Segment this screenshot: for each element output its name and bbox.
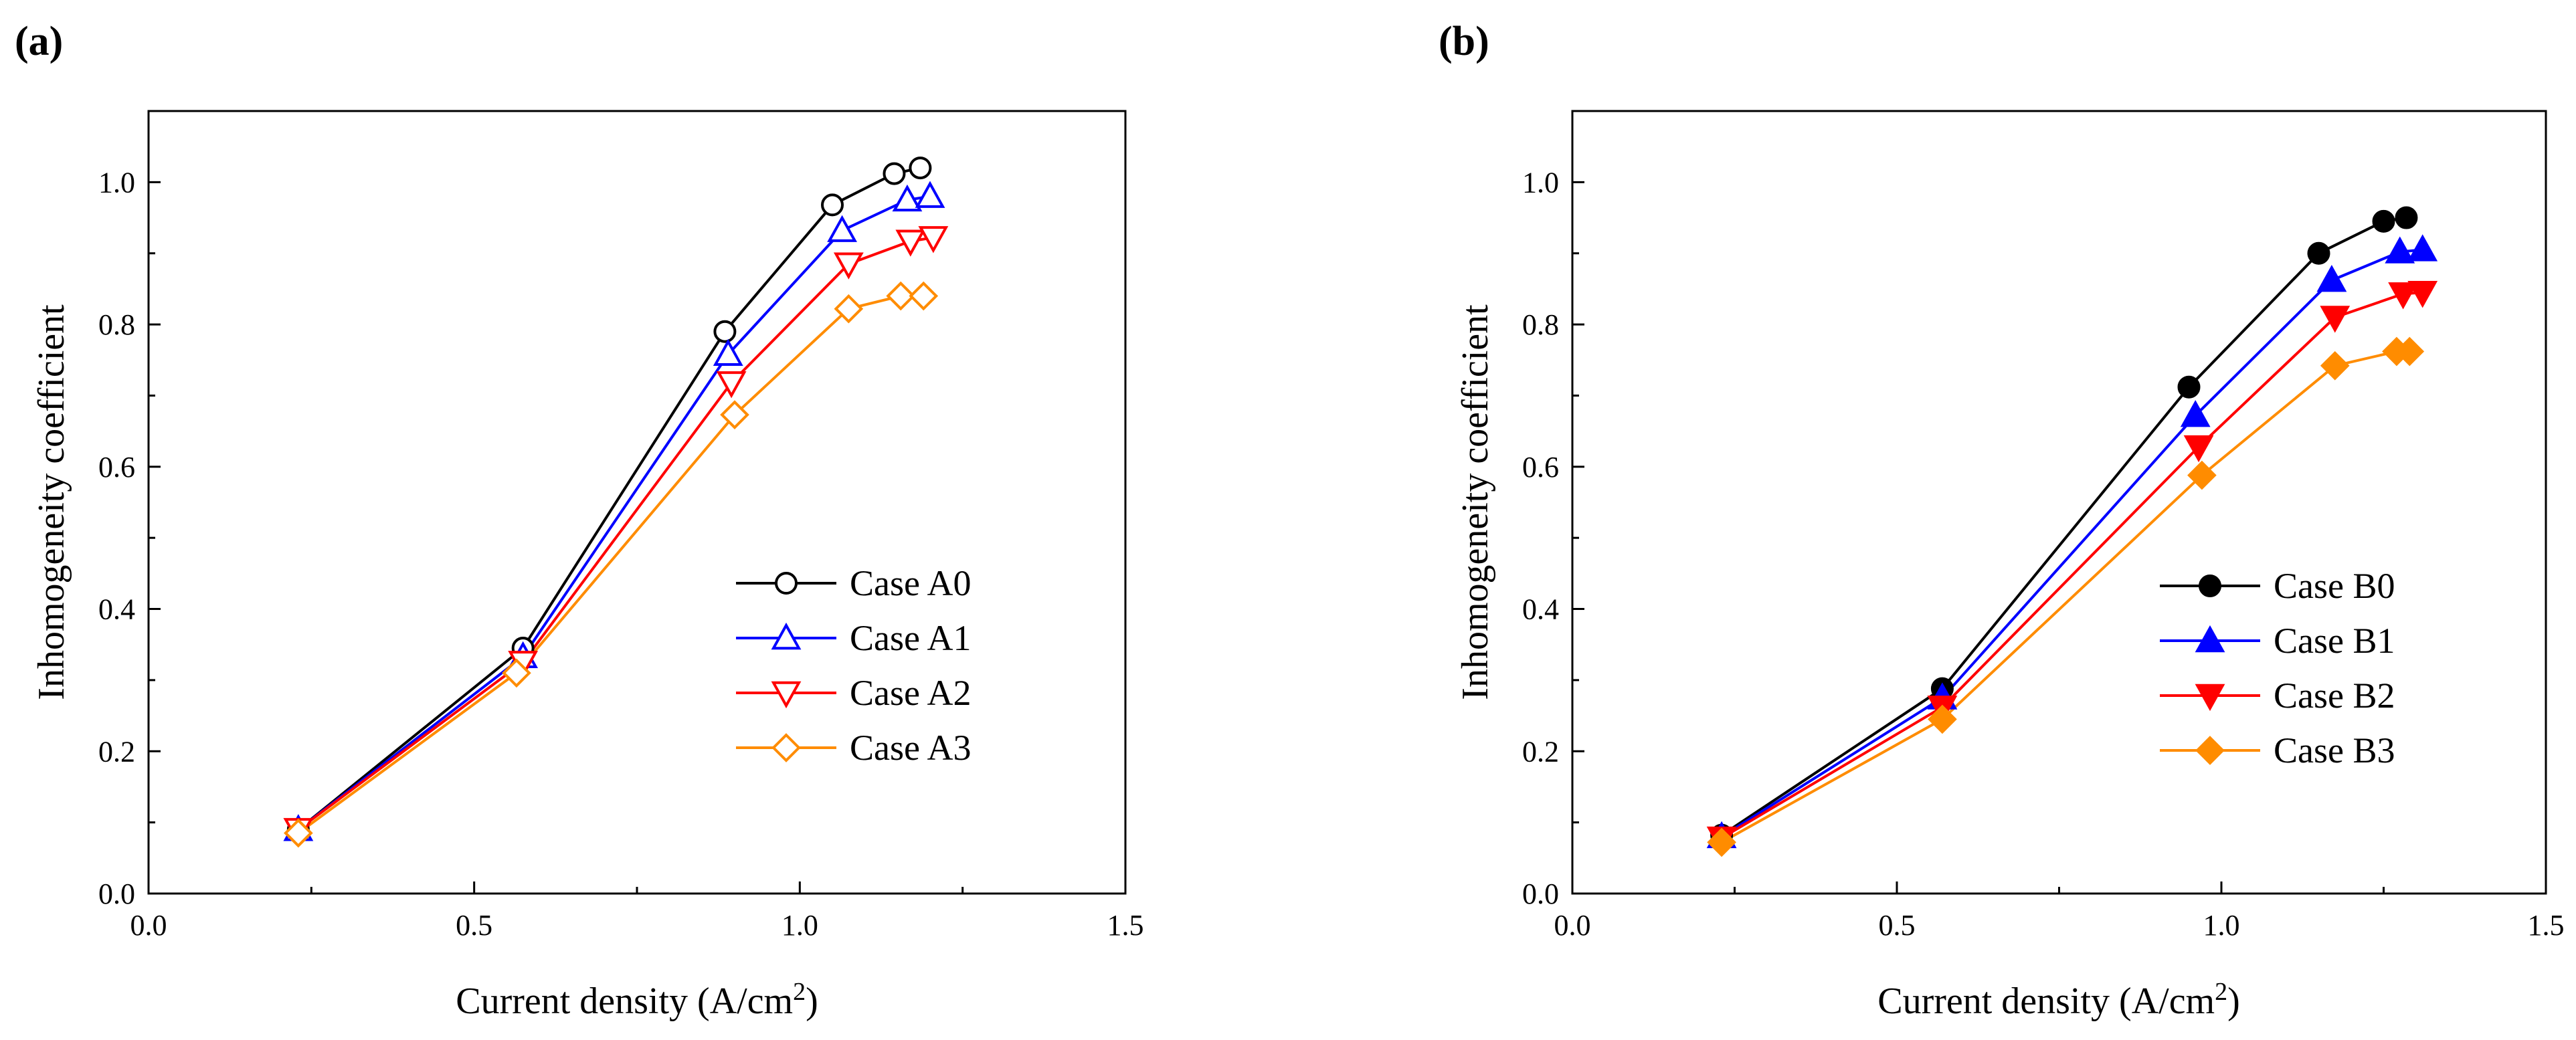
- data-point-case-b0: [2372, 209, 2395, 233]
- data-point-case-a2: [716, 371, 747, 399]
- legend-item-case-a0: Case A0: [736, 563, 972, 603]
- data-point-case-a1: [915, 181, 945, 208]
- panel-b-ticks: 0.0 0.5 1.0 1.5 0.0 0.2 0.4 0.6 0.8 1.0: [1522, 110, 2565, 942]
- panel-a-x-tick-label: 0.0: [130, 909, 167, 942]
- data-point-case-a2: [918, 226, 949, 253]
- panel-a-x-tick-label: 1.5: [1107, 909, 1144, 942]
- data-point-case-a0: [713, 320, 737, 343]
- panel-a-y-tick-label: 0.6: [98, 451, 135, 484]
- panel-b-x-tick-label: 1.5: [2528, 909, 2565, 942]
- panel-b-y-tick-label: 0.4: [1522, 593, 1559, 626]
- legend-label: Case A1: [850, 618, 972, 658]
- data-point-case-b1: [2407, 234, 2438, 262]
- data-point-case-b2: [2407, 281, 2438, 308]
- panel-b-x-tick-label: 0.5: [1879, 909, 1916, 942]
- data-point-case-b0: [2395, 206, 2418, 229]
- panel-a-y-tick-label: 0.8: [98, 308, 135, 341]
- panel-a-ticks: 0.0 0.5 1.0 1.5 0.0 0.2 0.4 0.6 0.8 1.0: [98, 110, 1144, 942]
- legend-marker: [2195, 684, 2225, 712]
- data-point-case-a3: [502, 658, 531, 688]
- panel-a-legend: Case A0 Case A1 Case A2 Case A3: [736, 563, 972, 768]
- panel-a-y-tick-label: 0.2: [98, 735, 135, 768]
- data-point-case-a2: [895, 229, 926, 257]
- legend-item-case-b2: Case B2: [2160, 675, 2395, 716]
- legend-item-case-b0: Case B0: [2160, 566, 2395, 606]
- panel-b-x-tick-label: 0.0: [1554, 909, 1591, 942]
- data-point-case-a3: [909, 281, 939, 311]
- data-point-case-a3: [886, 281, 916, 311]
- data-point-case-b3: [1928, 704, 1957, 734]
- data-point-case-a3: [834, 294, 864, 324]
- data-point-case-a0: [909, 157, 932, 180]
- legend-item-case-a3: Case A3: [736, 728, 972, 768]
- data-point-case-b3: [2320, 350, 2350, 381]
- panel-a-x-axis-title: Current density (A/cm2): [456, 978, 818, 1022]
- data-point-case-b2: [2388, 282, 2418, 310]
- legend-item-case-b1: Case B1: [2160, 621, 2395, 661]
- legend-marker: [2195, 625, 2225, 653]
- legend-marker: [771, 681, 802, 709]
- panel-b: (b) 0.0 0.5 1.0 1.5 0.0 0.2 0.4 0.6 0.8 1.0 Curre…: [1439, 19, 2565, 1022]
- data-point-case-b1: [2316, 265, 2347, 292]
- data-point-case-b1: [2180, 400, 2211, 427]
- panel-b-y-tick-label: 0.8: [1522, 308, 1559, 341]
- legend-item-case-a2: Case A2: [736, 673, 972, 713]
- legend-label: Case A2: [850, 673, 972, 713]
- panel-b-label: (b): [1439, 19, 1489, 64]
- panel-a-x-tick-label: 0.5: [456, 909, 492, 942]
- legend-label: Case A0: [850, 563, 972, 603]
- legend-item-case-a1: Case A1: [736, 618, 972, 658]
- panel-b-series: [1706, 206, 2438, 857]
- panel-a: (a) 0.0 0.5 1.0 1.5 0.0 0.2 0.4 0.6 0.8 1.0 Curre…: [15, 19, 1144, 1022]
- legend-label: Case A3: [850, 728, 972, 768]
- panel-a-y-tick-label: 1.0: [98, 166, 135, 199]
- panel-a-y-tick-label: 0.0: [98, 877, 135, 910]
- panel-a-series: [283, 157, 949, 848]
- data-point-case-b1: [2385, 236, 2415, 264]
- panel-a-y-tick-label: 0.4: [98, 593, 135, 626]
- data-point-case-a0: [883, 162, 906, 185]
- legend-marker: [771, 733, 801, 762]
- data-point-case-b2: [2320, 306, 2351, 333]
- data-point-case-a1: [892, 184, 923, 212]
- panel-b-y-axis-title: Inhomogeneity coefficient: [1455, 304, 1496, 700]
- data-point-case-b3: [2395, 336, 2425, 367]
- panel-b-x-tick-label: 1.0: [2203, 909, 2240, 942]
- legend-label: Case B2: [2274, 675, 2395, 716]
- panel-a-y-axis-title: Inhomogeneity coefficient: [31, 304, 72, 700]
- panel-b-y-tick-label: 0.6: [1522, 451, 1559, 484]
- legend-label: Case B3: [2274, 730, 2395, 770]
- data-point-case-b3: [2187, 460, 2217, 490]
- panel-b-y-tick-label: 0.0: [1522, 877, 1559, 910]
- data-point-case-a2: [833, 252, 864, 280]
- legend-marker: [2195, 736, 2225, 765]
- data-point-case-b0: [2177, 375, 2201, 399]
- data-point-case-b3: [1707, 827, 1736, 857]
- legend-label: Case B0: [2274, 566, 2395, 606]
- panel-a-x-tick-label: 1.0: [781, 909, 818, 942]
- data-point-case-b2: [2183, 435, 2214, 463]
- data-point-case-a1: [713, 338, 743, 366]
- panel-b-legend: Case B0 Case B1 Case B2 Case B3: [2160, 566, 2395, 770]
- legend-label: Case B1: [2274, 621, 2395, 661]
- data-point-case-a1: [827, 215, 857, 242]
- data-point-case-a0: [821, 193, 844, 217]
- data-point-case-a3: [720, 400, 749, 430]
- data-point-case-b0: [2307, 241, 2330, 265]
- data-point-case-a3: [284, 818, 313, 848]
- legend-marker: [775, 572, 798, 595]
- legend-item-case-b3: Case B3: [2160, 730, 2395, 770]
- panel-b-y-tick-label: 1.0: [1522, 166, 1559, 199]
- legend-marker: [771, 622, 802, 650]
- panel-a-label: (a): [15, 19, 63, 64]
- legend-marker: [2199, 575, 2221, 597]
- panel-b-y-tick-label: 0.2: [1522, 735, 1559, 768]
- panel-b-x-axis-title: Current density (A/cm2): [1877, 978, 2240, 1022]
